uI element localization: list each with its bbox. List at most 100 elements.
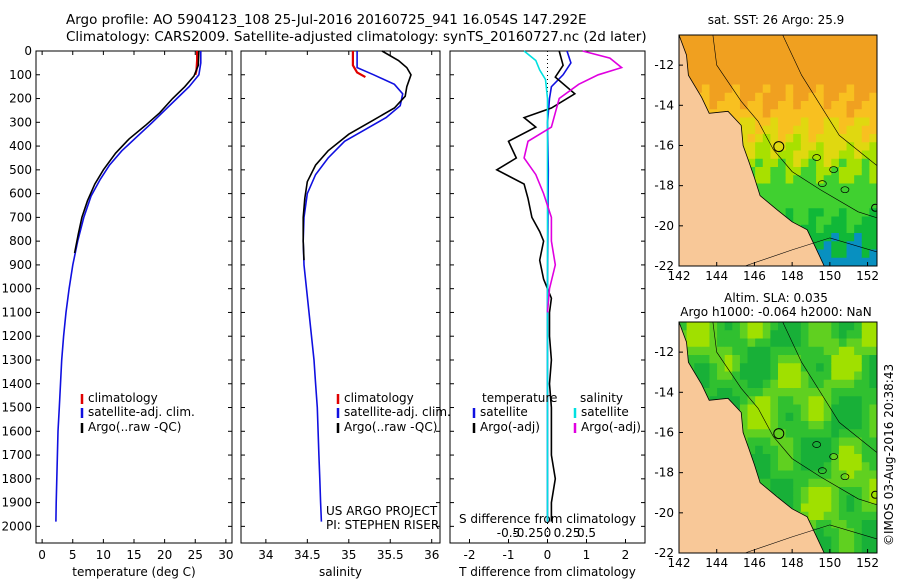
x-tick-label: 10 [96,548,111,562]
map-cell [838,233,848,242]
map-cell [846,183,855,193]
map-cell [808,175,817,185]
map-cell [739,109,749,119]
map-cell [869,68,877,77]
map-cell [838,445,848,455]
map-cell [816,241,825,251]
map-cell [778,363,787,373]
map-cell [816,478,825,488]
map-cell [686,43,695,53]
map-cell [755,175,764,185]
y-tick-label: 1800 [1,472,32,486]
map-cell [831,167,840,176]
map-cell [694,68,703,77]
map-cell [861,257,870,266]
map-cell [793,396,802,406]
map-cell [770,125,779,135]
map-cell [854,322,863,331]
map-cell [785,363,794,373]
map-cell [831,412,840,422]
map-cell [793,59,802,69]
reef-outline [817,467,827,474]
map-cell [739,379,749,389]
map-cell [816,43,825,53]
map-cell [770,59,779,69]
map-cell [724,43,733,53]
map-cell [800,478,810,488]
map-cell [793,454,802,463]
map-cell [785,150,794,160]
map-cell [831,208,840,218]
map-cell [770,421,779,430]
map-cell [686,35,695,44]
y-tick-label: 1100 [1,305,32,319]
map-cell [846,117,855,127]
map-cell [838,404,848,414]
map-cell [755,388,764,397]
map-cell [762,150,771,160]
map-cell [861,241,870,251]
map-cell [808,59,817,69]
map-cell [869,84,877,94]
map-cell [838,183,848,193]
map-cell [846,520,855,529]
map-cell [770,478,779,488]
x-tick-label: 34 [258,548,273,562]
map-cell [770,429,779,439]
map-cell [861,437,870,447]
map-cell [846,109,855,119]
map-cell [770,35,779,44]
map-cell [816,412,825,422]
map-cell [701,379,711,389]
map-cell [800,338,810,348]
map-cell [793,76,802,86]
map-cell [800,125,810,135]
map-cell [785,421,794,430]
map-cell [793,503,802,513]
map-cell [808,520,817,529]
map-cell [785,200,794,209]
map-cell [778,191,787,201]
map-cell [747,125,756,135]
map-cell [686,346,695,356]
pi-annotation: PI: STEPHEN RISER [326,518,439,532]
map-cell [732,84,741,94]
map-cell [816,429,825,439]
map-cell [701,322,711,331]
map-cell [755,84,764,94]
x-tick-label: 150 [818,556,841,570]
map-cell [762,142,771,152]
map-cell [808,503,817,513]
map-cell [846,412,855,422]
map-cell [785,429,794,439]
map-cell [778,379,787,389]
sst-map-panel: sat. SST: 26 Argo: 25.9 142 144 146 148 150 15… [654,13,879,283]
map-cell [846,462,855,472]
map-cell [846,454,855,463]
x-tick-label: 1 [583,548,591,562]
map-cell [823,233,832,242]
map-cell [808,117,817,127]
map-cell [762,125,771,135]
map-cell [785,134,794,143]
map-cell [762,445,771,455]
map-cell [861,142,870,152]
map-cell [770,76,779,86]
map-cell [739,396,749,406]
map-cell [823,404,832,414]
y-tick-label: -14 [654,385,674,399]
map-cell [800,183,810,193]
map-cell [869,142,877,152]
x-tick-label: 146 [743,556,766,570]
map-cell [854,59,863,69]
map-cell [816,175,825,185]
map-cell [762,92,771,102]
map-cell [778,404,787,414]
map-cell [694,43,703,53]
map-cell [808,92,817,102]
map-cell [800,208,810,218]
map-cell [838,322,848,331]
reef-outline [840,473,850,481]
map-cell [793,158,802,168]
map-cell [778,125,787,135]
